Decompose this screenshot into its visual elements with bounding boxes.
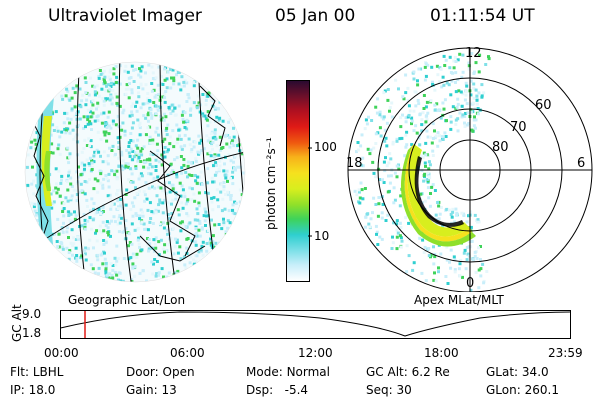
time-label: 01:11:54 UT xyxy=(430,6,535,26)
timeline-xtick-0600: 06:00 xyxy=(170,346,205,360)
instrument-title: Ultraviolet Imager xyxy=(48,6,202,26)
timeline-ytick-min: 1.8 xyxy=(22,326,42,340)
mlt-label-12: 12 xyxy=(465,46,482,61)
colorbar-tick-10: 10 xyxy=(314,229,330,243)
timeline-xtick-2359: 23:59 xyxy=(548,346,583,360)
mlt-label-18: 18 xyxy=(346,156,363,171)
info-door: Door: Open xyxy=(126,365,195,379)
info-dsp: Dsp: -5.4 xyxy=(246,383,309,397)
info-ip: IP: 18.0 xyxy=(10,383,56,397)
info-gain: Gain: 13 xyxy=(126,383,177,397)
colorbar xyxy=(286,80,310,282)
info-seq: Seq: 30 xyxy=(366,383,412,397)
info-glat: GLat: 34.0 xyxy=(486,365,549,379)
geographic-caption: Geographic Lat/Lon xyxy=(68,293,186,307)
info-flt: Flt: LBHL xyxy=(10,365,64,379)
date-label: 05 Jan 00 xyxy=(275,6,356,26)
timeline-xtick-1200: 12:00 xyxy=(298,346,333,360)
geographic-image xyxy=(24,61,246,283)
polar-caption: Apex MLat/MLT xyxy=(414,293,504,307)
colorbar-tick-100: 100 xyxy=(314,140,337,154)
timeline-xtick-1800: 18:00 xyxy=(424,346,459,360)
colorbar-ticks xyxy=(308,147,312,237)
lat-label-80: 80 xyxy=(492,140,509,155)
info-gc-alt: GC Alt: 6.2 Re xyxy=(366,365,450,379)
mlt-label-6: 6 xyxy=(577,156,586,171)
timeline-xtick-0000: 00:00 xyxy=(44,346,79,360)
info-glon: GLon: 260.1 xyxy=(486,383,559,397)
timeline-plot xyxy=(60,310,571,339)
timeline-ytick-max: 9.0 xyxy=(22,307,42,321)
polar-image xyxy=(347,47,593,292)
colorbar-unit-label: photon cm⁻²s⁻¹ xyxy=(264,137,278,230)
mlt-label-0: 0 xyxy=(466,276,475,291)
lat-label-60: 60 xyxy=(535,98,552,113)
lat-label-70: 70 xyxy=(510,120,527,135)
info-mode: Mode: Normal xyxy=(246,365,330,379)
